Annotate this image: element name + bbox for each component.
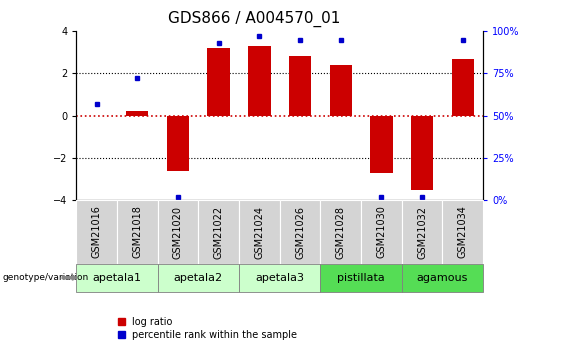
Text: GDS866 / A004570_01: GDS866 / A004570_01 <box>168 10 341 27</box>
Bar <box>451 59 474 116</box>
Bar <box>207 48 230 116</box>
Text: GSM21034: GSM21034 <box>458 206 468 258</box>
Text: apetala3: apetala3 <box>255 273 304 283</box>
Legend: log ratio, percentile rank within the sample: log ratio, percentile rank within the sa… <box>118 317 297 340</box>
Bar <box>289 57 311 116</box>
Text: GSM21024: GSM21024 <box>254 206 264 258</box>
Bar <box>167 116 189 170</box>
Text: GSM21030: GSM21030 <box>376 206 386 258</box>
Text: GSM21032: GSM21032 <box>417 206 427 258</box>
Text: apetala2: apetala2 <box>174 273 223 283</box>
Text: GSM21018: GSM21018 <box>132 206 142 258</box>
Bar <box>329 65 352 116</box>
Text: GSM21026: GSM21026 <box>295 206 305 258</box>
Text: GSM21020: GSM21020 <box>173 206 183 258</box>
Text: GSM21028: GSM21028 <box>336 206 346 258</box>
Text: GSM21016: GSM21016 <box>92 206 102 258</box>
Text: pistillata: pistillata <box>337 273 385 283</box>
Bar <box>411 116 433 189</box>
Bar <box>370 116 393 172</box>
Text: genotype/variation: genotype/variation <box>3 273 89 282</box>
Bar <box>126 111 149 116</box>
Text: agamous: agamous <box>417 273 468 283</box>
Bar <box>248 46 271 116</box>
Text: apetala1: apetala1 <box>93 273 141 283</box>
Text: GSM21022: GSM21022 <box>214 206 224 258</box>
